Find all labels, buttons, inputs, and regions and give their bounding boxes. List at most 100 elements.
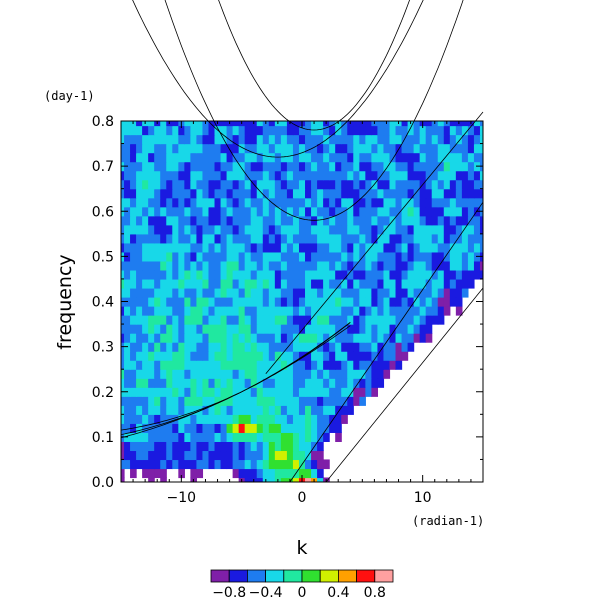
heat-cell <box>172 342 179 352</box>
heat-cell <box>280 134 288 145</box>
heat-cell <box>274 224 282 235</box>
heat-cell <box>148 215 155 226</box>
y-tick-label: 0.7 <box>92 159 114 175</box>
heat-cell <box>166 134 173 145</box>
heat-cell <box>166 450 173 461</box>
heat-cell <box>353 143 360 154</box>
heat-cell <box>347 170 354 181</box>
heat-cell <box>172 441 179 452</box>
heat-cell <box>431 170 439 181</box>
heat-cell <box>244 260 252 271</box>
heat-cell <box>425 206 433 217</box>
heat-cell <box>329 242 336 253</box>
heat-cell <box>365 206 372 217</box>
heat-cell <box>196 287 204 298</box>
heat-cell <box>250 251 258 262</box>
heat-cell <box>298 152 306 163</box>
heat-cell <box>256 396 264 406</box>
heat-cell <box>347 287 354 298</box>
heat-cell <box>262 206 270 217</box>
heat-cell <box>256 324 264 334</box>
heat-cell <box>178 179 185 190</box>
heat-cell <box>244 278 252 289</box>
heat-cell <box>353 121 360 127</box>
heat-cell <box>208 423 216 433</box>
heat-cell <box>359 396 366 406</box>
heat-cell <box>280 152 288 163</box>
heat-cell <box>208 315 216 325</box>
heat-cell <box>121 121 125 127</box>
heat-cell <box>154 278 161 289</box>
heat-cell <box>166 161 173 172</box>
heat-cell <box>148 378 155 388</box>
heat-cell <box>226 414 234 424</box>
heat-cell <box>172 251 179 262</box>
heat-cell <box>359 125 366 136</box>
heat-cell <box>196 152 204 163</box>
heat-cell <box>124 459 131 470</box>
heat-cell <box>160 333 167 343</box>
heat-cell <box>280 287 288 298</box>
heat-cell <box>256 215 264 226</box>
heat-cell <box>268 432 276 442</box>
heat-cell <box>298 125 306 136</box>
heat-cell <box>389 324 397 334</box>
heat-cell <box>280 387 288 397</box>
heat-cell <box>383 324 391 334</box>
heat-cell <box>317 287 324 298</box>
heat-cell <box>208 378 216 388</box>
heat-cell <box>292 450 300 461</box>
heat-cell <box>305 251 312 262</box>
heat-cell <box>142 233 149 244</box>
heat-cell <box>365 315 372 325</box>
heat-cell <box>437 179 445 190</box>
heat-cell <box>292 315 300 325</box>
heat-cell <box>172 197 179 208</box>
heat-cell <box>148 233 155 244</box>
heat-cell <box>323 260 330 271</box>
heat-cell <box>154 296 161 307</box>
heat-cell <box>121 306 125 316</box>
heat-cell <box>371 224 379 235</box>
heat-cell <box>136 423 143 433</box>
heat-cell <box>347 396 354 406</box>
heat-cell <box>130 315 137 325</box>
heat-cell <box>280 233 288 244</box>
heat-cell <box>286 441 294 452</box>
heat-cell <box>401 188 409 199</box>
heat-cell <box>353 134 360 145</box>
heat-cell <box>124 378 131 388</box>
heat-cell <box>335 324 342 334</box>
heat-cell <box>244 450 252 461</box>
heat-cell <box>395 351 403 361</box>
heat-cell <box>148 134 155 145</box>
heat-cell <box>317 242 324 253</box>
heat-cell <box>377 369 385 379</box>
heat-cell <box>202 414 210 424</box>
heat-cell <box>317 152 324 163</box>
heat-cell <box>341 315 348 325</box>
heat-cell <box>274 324 282 334</box>
heat-cell <box>383 242 391 253</box>
heat-cell <box>196 315 204 325</box>
heat-cell <box>413 233 421 244</box>
heat-cell <box>407 134 415 145</box>
heat-cell <box>317 405 324 415</box>
heat-cell <box>238 324 246 334</box>
heat-cell <box>473 242 481 253</box>
heat-cell <box>341 351 348 361</box>
heat-cell <box>184 387 191 397</box>
heat-cell <box>371 378 379 388</box>
heat-cell <box>329 315 336 325</box>
heat-cell <box>160 269 167 280</box>
heat-cell <box>461 143 469 154</box>
heat-cell <box>220 251 228 262</box>
heat-cell <box>389 278 397 289</box>
heat-cell <box>311 351 318 361</box>
heat-cell <box>298 306 306 316</box>
heat-cell <box>172 152 179 163</box>
heat-cell <box>154 423 161 433</box>
heat-cell <box>226 233 234 244</box>
heat-cell <box>190 396 198 406</box>
heat-cell <box>317 387 324 397</box>
